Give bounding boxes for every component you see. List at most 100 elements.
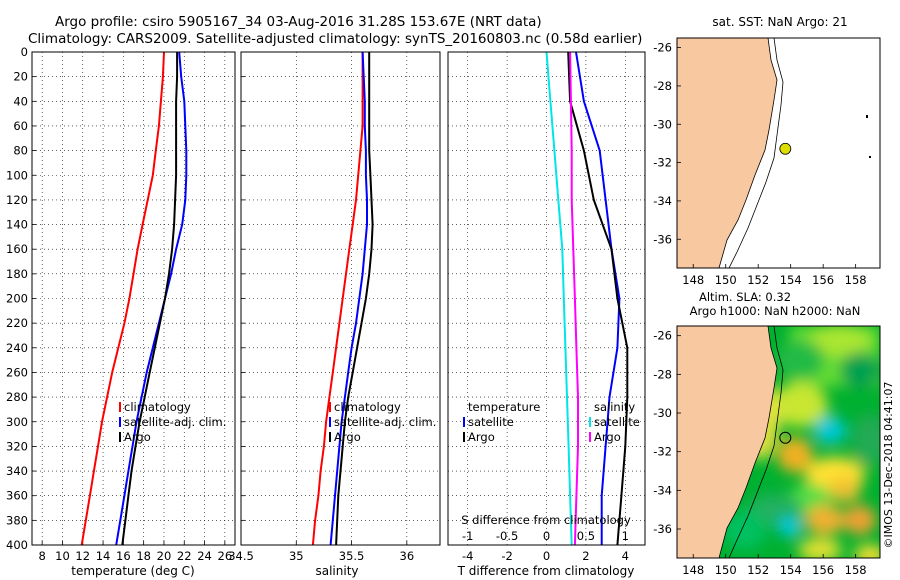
legend-label-climatology: climatology [334, 400, 401, 414]
depth-tick-label: 140 [6, 218, 28, 232]
x-tick-label: 18 [136, 549, 151, 563]
sst-map-ticks: 148 150 152 154 156 158 -26 -28 -30 -32 -34 -36 [653, 41, 866, 287]
x-tick-label: 14 [96, 549, 111, 563]
sla-map-ticks: 148 150 152 154 156 158 -26 -28 -30 -32 -34 -36 [653, 329, 866, 577]
x-tick-label: 2 [582, 549, 589, 563]
x-tick-label: 36 [400, 549, 415, 563]
map-lon-label: 152 [747, 273, 769, 287]
map-lon-label: 150 [715, 563, 737, 577]
x-tick-label: -2 [501, 549, 512, 563]
map-lat-label: -28 [653, 79, 672, 93]
map-lat-label: -32 [653, 445, 672, 459]
x-tick-label-top: 1 [622, 529, 629, 543]
x-tick-label: 22 [177, 549, 192, 563]
legend-label-s-satellite: satellite [594, 415, 640, 429]
depth-tick-label: 20 [13, 70, 28, 84]
sst-map-island [866, 115, 868, 118]
depth-tick-label: 40 [13, 94, 28, 108]
s-difference-tick-labels: -1 -0.5 0 0.5 1 [462, 529, 629, 543]
x-tick-label-top: -1 [462, 529, 473, 543]
salinity-panel: 34.5 35 35.5 36 salinity climatology satell… [228, 51, 441, 578]
depth-tick-label: 260 [6, 365, 28, 379]
x-tick-label: 8 [38, 549, 45, 563]
map-lon-label: 158 [845, 563, 867, 577]
x-tick-label-top: 0 [543, 529, 550, 543]
x-tick-label: 0 [543, 549, 550, 563]
depth-tick-label: 180 [6, 267, 28, 281]
map-lon-label: 158 [845, 273, 867, 287]
x-tick-label: 10 [55, 549, 70, 563]
map-lat-label: -36 [653, 522, 672, 536]
sla-map-title2: Argo h1000: NaN h2000: NaN [690, 304, 861, 318]
x-tick-label: 35.5 [339, 549, 365, 563]
legend-label-satellite: satellite-adj. clim. [334, 415, 436, 429]
map-lon-label: 154 [780, 273, 802, 287]
figure-title-line1: Argo profile: csiro 5905167_34 03-Aug-20… [55, 14, 542, 30]
map-lat-label: -34 [653, 194, 672, 208]
map-lon-label: 154 [780, 563, 802, 577]
map-lat-label: -28 [653, 367, 672, 381]
series-line-argo [121, 52, 179, 545]
series-line-argo [335, 52, 374, 545]
map-lon-label: 152 [747, 563, 769, 577]
temperature-panel: 0 20 40 60 80 100 120 140 160 180 200 220 240 260 280 3… [6, 45, 236, 578]
x-tick-label: 24 [197, 549, 212, 563]
series-line-satellite-adj-clim- [329, 52, 368, 545]
map-lat-label: -30 [653, 406, 672, 420]
depth-tick-label: 300 [6, 415, 28, 429]
depth-tick-label: 280 [6, 390, 28, 404]
depth-tick-label: 80 [13, 144, 28, 158]
legend-label-s-argo: Argo [594, 430, 621, 444]
sla-field [723, 326, 880, 558]
depth-tick-label: 0 [21, 45, 28, 59]
depth-tick-labels: 0 20 40 60 80 100 120 140 160 180 200 220 240 260 280 3… [6, 45, 28, 552]
map-lat-label: -36 [653, 232, 672, 246]
sst-map-argo-marker [779, 142, 792, 155]
map-lat-label: -30 [653, 117, 672, 131]
depth-tick-label: 360 [6, 489, 28, 503]
x-tick-label: 35 [289, 549, 304, 563]
map-lat-label: -34 [653, 483, 672, 497]
depth-tick-label: 380 [6, 513, 28, 527]
sst-map: sat. SST: NaN Argo: 21 148 150 152 154 156 15… [653, 15, 881, 287]
legend-title-salinity: salinity [594, 400, 635, 414]
depth-tick-label: 340 [6, 464, 28, 478]
x-tick-label: 26 [218, 549, 233, 563]
sla-map-shelf-contour [728, 326, 784, 558]
depth-tick-label: 120 [6, 193, 28, 207]
depth-tick-label: 320 [6, 439, 28, 453]
x-tick-label: 16 [116, 549, 131, 563]
depth-tick-label: 60 [13, 119, 28, 133]
sst-map-frame [676, 37, 881, 269]
map-lon-label: 156 [812, 563, 834, 577]
map-lon-label: 156 [812, 273, 834, 287]
legend-label-argo: Argo [334, 430, 361, 444]
x-tick-label: 12 [75, 549, 90, 563]
depth-tick-label: 200 [6, 292, 28, 306]
s-difference-xlabel: S difference from climatology [461, 513, 631, 527]
x-tick-label: 20 [157, 549, 172, 563]
depth-tick-label: 220 [6, 316, 28, 330]
salinity-series [311, 52, 374, 545]
x-tick-label-top: 0.5 [577, 529, 595, 543]
t-difference-tick-labels: -4 -2 0 2 4 [462, 549, 629, 563]
temperature-xlabel: temperature (deg C) [71, 564, 194, 578]
salinity-tick-labels: 34.5 35 35.5 36 [228, 549, 414, 563]
x-tick-label: -4 [462, 549, 473, 563]
legend-title-temperature: temperature [468, 400, 540, 414]
map-lon-label: 148 [682, 273, 704, 287]
sst-map-title: sat. SST: NaN Argo: 21 [712, 15, 847, 29]
series-line-climatology [80, 52, 165, 545]
imos-credit: ©IMOS 13-Dec-2018 04:41:07 [882, 382, 895, 549]
legend-label-t-argo: Argo [468, 430, 495, 444]
salinity-legend: climatology satellite-adj. clim. Argo [329, 400, 436, 444]
salinity-xlabel: salinity [315, 564, 358, 578]
legend-label-argo: Argo [124, 430, 151, 444]
temperature-grid [32, 51, 235, 546]
t-difference-xlabel: T difference from climatology [457, 564, 635, 578]
sla-map-land [677, 326, 778, 558]
depth-tick-label: 160 [6, 242, 28, 256]
difference-axes-box [447, 51, 646, 546]
temperature-legend: climatology satellite-adj. clim. Argo [119, 400, 226, 444]
